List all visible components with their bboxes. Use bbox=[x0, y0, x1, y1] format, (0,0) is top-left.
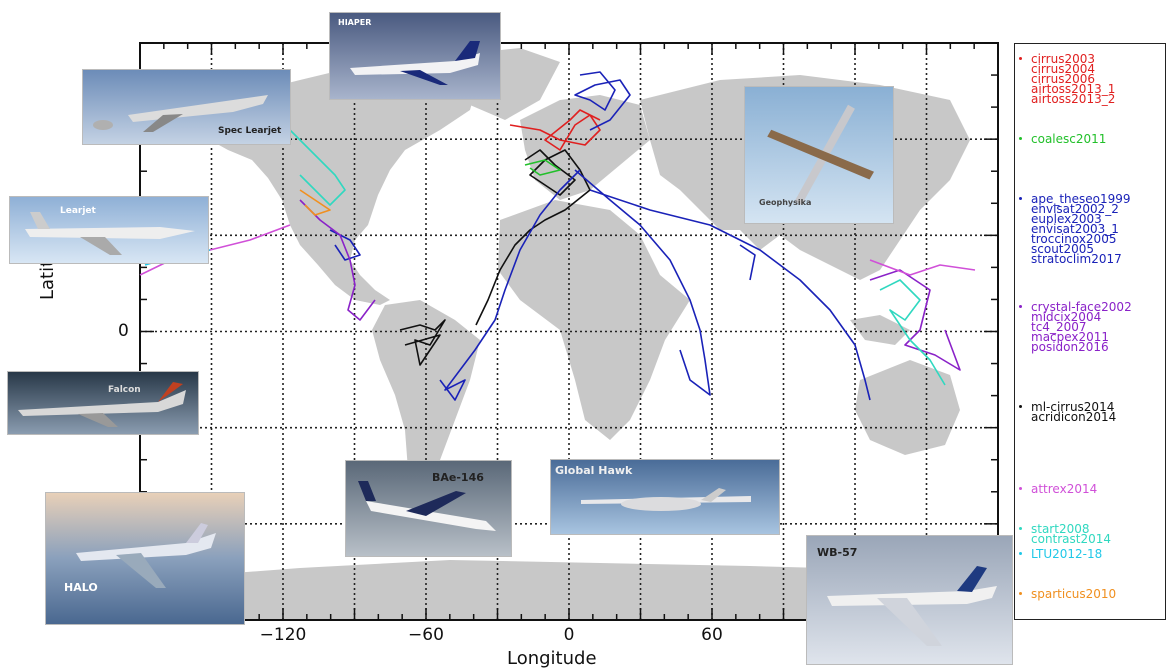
photo-label-falcon: Falcon bbox=[108, 385, 141, 395]
track-purple-america bbox=[299, 199, 376, 321]
photo-hiaper: HIAPER bbox=[330, 13, 500, 99]
photo-halo: HALO bbox=[46, 493, 244, 624]
legend-item: airtoss2013_1 bbox=[1031, 82, 1116, 96]
photo-label-hiaper: HIAPER bbox=[338, 18, 372, 27]
track-cirrus bbox=[509, 109, 601, 151]
africa bbox=[498, 200, 690, 440]
legend-item: ape_theseo1999 bbox=[1031, 192, 1131, 206]
photo-learjet: Learjet bbox=[10, 197, 208, 263]
photo-label-bae-146: BAe-146 bbox=[432, 471, 484, 484]
legend-group: LTU2012-18 bbox=[1019, 547, 1103, 561]
legend-group: cirrus2003 cirrus2004 cirrus2006 airtoss201… bbox=[1019, 52, 1116, 106]
legend-marker bbox=[1019, 197, 1022, 200]
track-blue-asia bbox=[589, 189, 871, 401]
legend-item: tc4_2007 bbox=[1031, 320, 1087, 334]
track-blue-europe bbox=[574, 71, 631, 131]
photo-label-wb-57: WB-57 bbox=[817, 546, 858, 559]
legend-item: envisat2002_2 bbox=[1031, 202, 1119, 216]
legend-group: attrex2014 bbox=[1019, 482, 1098, 496]
legend-item: macpex2011 bbox=[1031, 330, 1110, 344]
track-coalesc bbox=[524, 159, 561, 176]
legend-item: troccinox2005 bbox=[1031, 232, 1117, 246]
learjet-icon bbox=[10, 197, 208, 263]
legend-item: sparticus2010 bbox=[1031, 587, 1117, 601]
track-acridicon bbox=[399, 319, 446, 366]
photo-wb-57: WB-57 bbox=[807, 536, 1012, 664]
geophysika-icon bbox=[745, 87, 893, 223]
legend-item: stratoclim2017 bbox=[1031, 252, 1122, 266]
legend-marker bbox=[1019, 592, 1022, 595]
halo-icon bbox=[46, 493, 244, 624]
legend-item: crystal-face2002 bbox=[1031, 300, 1132, 314]
legend-item: euplex2003 bbox=[1031, 212, 1102, 226]
track-blue-africa bbox=[574, 169, 711, 396]
flight-tracks bbox=[139, 71, 976, 401]
photo-global-hawk: Global Hawk bbox=[551, 460, 779, 534]
spec-learjet-icon bbox=[83, 70, 290, 144]
legend-item: posidon2016 bbox=[1031, 340, 1109, 354]
photo-falcon: Falcon bbox=[8, 372, 198, 434]
europe bbox=[520, 95, 650, 200]
indonesia bbox=[850, 315, 910, 345]
legend-group: start2008 contrast2014 bbox=[1019, 522, 1112, 546]
wb-57-icon bbox=[807, 536, 1012, 664]
x-tick-label: 0 bbox=[563, 625, 575, 645]
photo-geophysika: Geophysika bbox=[745, 87, 893, 223]
legend-marker bbox=[1019, 487, 1022, 490]
x-tick-label: 60 bbox=[701, 625, 723, 645]
photo-label-spec-learjet: Spec Learjet bbox=[218, 126, 282, 136]
legend-marker bbox=[1019, 527, 1022, 530]
track-sparticus bbox=[299, 189, 331, 216]
legend-item: scout2005 bbox=[1031, 242, 1095, 256]
x-axis-label: Longitude bbox=[507, 648, 597, 669]
photo-bae-146: BAe-146 bbox=[346, 461, 511, 556]
bae-146-icon bbox=[346, 461, 511, 556]
hiaper-jet-icon bbox=[330, 13, 500, 99]
legend-marker bbox=[1019, 552, 1022, 555]
legend-item: start2008 bbox=[1031, 522, 1090, 536]
global-hawk-icon bbox=[551, 460, 779, 534]
legend-item: ml-cirrus2014 bbox=[1031, 400, 1115, 414]
legend-group: ape_theseo1999 envisat2002_2 euplex2003 env… bbox=[1019, 192, 1131, 266]
legend-marker bbox=[1019, 405, 1022, 408]
legend-marker bbox=[1019, 137, 1022, 140]
legend-item: cirrus2004 bbox=[1031, 62, 1095, 76]
x-tick-label: −60 bbox=[408, 625, 444, 645]
legend-item: acridicon2014 bbox=[1031, 410, 1117, 424]
legend-group: sparticus2010 bbox=[1019, 587, 1117, 601]
legend-item: airtoss2013_2 bbox=[1031, 92, 1116, 106]
legend-item: cirrus2006 bbox=[1031, 72, 1095, 86]
legend: cirrus2003 cirrus2004 cirrus2006 airtoss201… bbox=[1014, 43, 1166, 620]
x-tick-label: −120 bbox=[259, 625, 307, 645]
photo-label-geophysika: Geophysika bbox=[759, 198, 812, 207]
australia bbox=[855, 360, 960, 455]
legend-item: contrast2014 bbox=[1031, 532, 1112, 546]
legend-item: coalesc2011 bbox=[1031, 132, 1107, 146]
y-tick-label: 0 bbox=[118, 320, 129, 341]
track-blue-india bbox=[739, 244, 756, 281]
legend-item: attrex2014 bbox=[1031, 482, 1098, 496]
legend-marker bbox=[1019, 305, 1022, 308]
legend-group: crystal-face2002 midcix2004 tc4_2007 macpex… bbox=[1019, 300, 1132, 354]
legend-group: ml-cirrus2014 acridicon2014 bbox=[1019, 400, 1117, 424]
legend-item: LTU2012-18 bbox=[1031, 547, 1103, 561]
track-start-contrast bbox=[289, 129, 946, 386]
legend-item: midcix2004 bbox=[1031, 310, 1102, 324]
photo-label-learjet: Learjet bbox=[60, 206, 96, 216]
photo-spec-learjet: Spec Learjet bbox=[83, 70, 290, 144]
track-blue-america bbox=[329, 229, 361, 261]
track-blue-south bbox=[439, 169, 581, 401]
photo-label-global-hawk: Global Hawk bbox=[555, 464, 633, 477]
legend-item: cirrus2003 bbox=[1031, 52, 1095, 66]
legend-group: coalesc2011 bbox=[1019, 132, 1107, 146]
falcon-icon bbox=[8, 372, 198, 434]
legend-marker bbox=[1019, 57, 1022, 60]
photo-label-halo: HALO bbox=[64, 581, 98, 594]
legend-item: envisat2003_1 bbox=[1031, 222, 1119, 236]
